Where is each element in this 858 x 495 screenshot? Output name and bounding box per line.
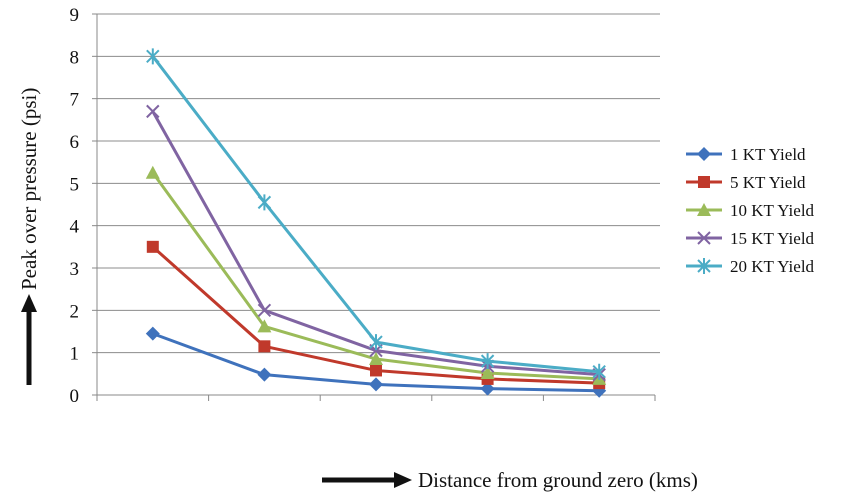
- legend-marker: [697, 203, 711, 216]
- data-point: [592, 363, 606, 380]
- data-point: [370, 364, 382, 377]
- data-point: [146, 104, 160, 119]
- x-axis-arrow-icon: [322, 472, 412, 488]
- data-point: [258, 340, 271, 353]
- x-tick-marks: [96, 395, 656, 401]
- data-point: [257, 367, 272, 382]
- data-point: [480, 381, 495, 396]
- series-3: [145, 165, 607, 385]
- legend: 1 KT Yield 5 KT Yield 10 KT Yield 15 KT Yie…: [686, 145, 815, 276]
- data-point: [480, 365, 495, 379]
- y-tick-labels: 0 1 2 3 4 5 6 7 8 9: [70, 5, 80, 407]
- data-point: [146, 48, 160, 65]
- data-point: [257, 303, 272, 318]
- legend-label: 5 KT Yield: [730, 173, 806, 192]
- data-point: [145, 165, 160, 179]
- legend-marker: [697, 147, 711, 161]
- y-tick-label: 5: [70, 174, 80, 195]
- data-point: [257, 319, 272, 333]
- y-axis-title: Peak over pressure (psi): [17, 88, 41, 290]
- legend-item: 15 KT Yield: [686, 229, 815, 248]
- data-point: [369, 377, 383, 392]
- series-5: [146, 48, 606, 380]
- data-point: [369, 334, 383, 351]
- data-point: [257, 194, 272, 211]
- series-layer: [145, 48, 607, 398]
- gridlines: [92, 13, 660, 396]
- y-tick-label: 7: [70, 90, 80, 111]
- legend-marker: [697, 231, 711, 245]
- y-tick-label: 4: [70, 217, 80, 238]
- data-point: [145, 326, 160, 341]
- legend-item: 10 KT Yield: [686, 201, 815, 220]
- legend-label: 15 KT Yield: [730, 229, 815, 248]
- legend-marker: [698, 176, 710, 188]
- legend-item: 5 KT Yield: [686, 173, 806, 192]
- y-tick-label: 9: [70, 5, 80, 26]
- y-tick-label: 2: [70, 301, 80, 322]
- y-tick-label: 6: [70, 132, 80, 153]
- legend-label: 20 KT Yield: [730, 257, 815, 276]
- data-point: [480, 353, 495, 370]
- y-tick-label: 1: [70, 344, 80, 365]
- legend-marker: [697, 258, 711, 274]
- y-axis-arrow-icon: [21, 294, 37, 385]
- data-point: [146, 240, 159, 253]
- series-1: [145, 326, 607, 398]
- axes: [96, 14, 655, 396]
- legend-label: 10 KT Yield: [730, 201, 815, 220]
- y-tick-label: 0: [70, 386, 80, 407]
- legend-item: 20 KT Yield: [686, 257, 815, 276]
- legend-item: 1 KT Yield: [686, 145, 806, 164]
- legend-label: 1 KT Yield: [730, 145, 806, 164]
- x-axis-title: Distance from ground zero (kms): [418, 468, 698, 492]
- y-tick-label: 3: [70, 259, 80, 280]
- data-point: [369, 352, 383, 366]
- y-tick-label: 8: [70, 47, 80, 68]
- series-line: [151, 55, 600, 374]
